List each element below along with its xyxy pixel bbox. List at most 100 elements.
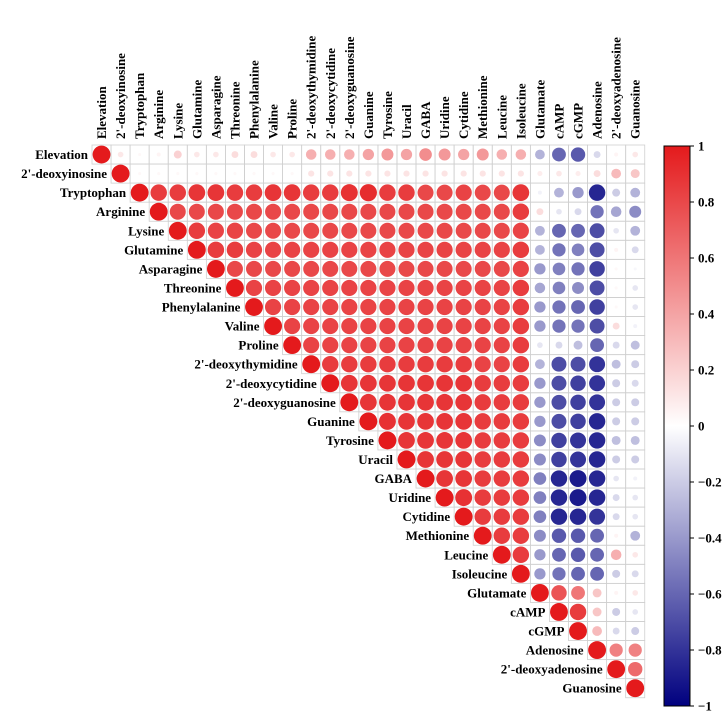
corr-circle-Arginine-GABA (417, 203, 434, 220)
corr-circle-Guanosine-Guanosine (626, 679, 645, 698)
row-label: cAMP (510, 604, 545, 619)
corr-circle-Lysine-Cytidine (455, 222, 472, 239)
corr-circle-Uridine-Isoleucine (512, 489, 530, 506)
corr-circle-Arginine-Adenosine (590, 205, 604, 219)
corr-circle-Glutamine-Threonine (226, 241, 244, 259)
corr-circle-Valine-Cytidine (455, 317, 472, 335)
corr-circle-Valine-GABA (417, 317, 434, 335)
corr-circle-2'-deoxycytidine-2'-deoxycytidine (321, 374, 340, 393)
corr-circle-Phenylalanine-cAMP (552, 300, 566, 314)
corr-circle-2'-deoxythymidine-Cytidine (455, 355, 472, 373)
row-label: 2'-deoxyinosine (21, 166, 107, 181)
corr-circle-Asparagine-Uracil (398, 260, 415, 277)
corr-circle-Uridine-Glutamate (533, 491, 547, 504)
corr-circle-Uridine-Cytidine (455, 489, 473, 507)
row-label: Threonine (164, 280, 222, 295)
corr-circle-Glutamine-Tyrosine (379, 241, 396, 258)
corr-circle-Arginine-2'-deoxycytidine (322, 203, 339, 220)
corr-circle-2'-deoxythymidine-Guanine (360, 355, 377, 373)
corr-circle-2'-deoxythymidine-Guanosine (631, 360, 640, 369)
corr-circle-Guanine-Guanosine (631, 417, 640, 426)
corr-circle-GABA-Isoleucine (512, 470, 530, 487)
corr-circle-2'-deoxycytidine-Isoleucine (512, 375, 530, 392)
corr-circle-Proline-Uridine (436, 337, 453, 354)
corr-circle-Tryptophan-Cytidine (455, 184, 472, 201)
colorbar-gradient (663, 145, 691, 707)
corr-circle-Elevation-Uridine (438, 148, 451, 161)
row-label: Uracil (358, 452, 393, 467)
corr-circle-Tyrosine-Methionine (474, 432, 491, 449)
corr-circle-Threonine-2'-deoxycytidine (322, 279, 339, 297)
corr-circle-Asparagine-Leucine (493, 260, 510, 277)
corr-circle-Tryptophan-Methionine (474, 184, 491, 201)
corr-circle-Arginine-cAMP (556, 208, 562, 215)
corr-circle-Uracil-GABA (417, 451, 434, 468)
corr-circle-Methionine-Methionine (473, 526, 492, 545)
corr-circle-Arginine-Leucine (493, 203, 510, 220)
corr-circle-Elevation-Glutamate (535, 149, 545, 160)
corr-circle-Uracil-Guanosine (631, 455, 640, 464)
corr-circle-2'-deoxythymidine-GABA (417, 355, 434, 373)
corr-circle-Elevation-Tryptophan (138, 152, 142, 157)
corr-circle-Arginine-Guanosine (629, 205, 642, 218)
corr-circle-Cytidine-Cytidine (454, 507, 473, 526)
corr-circle-2'-deoxycytidine-Methionine (474, 375, 491, 392)
corr-circle-Asparagine-2'-deoxythymidine (303, 260, 320, 277)
corr-circle-Guanine-2'-deoxyadenosine (612, 417, 621, 426)
corr-circle-2'-deoxyguanosine-Cytidine (455, 393, 473, 411)
corr-circle-Elevation-2'-deoxyadenosine (614, 152, 619, 157)
corr-circle-Guanine-Cytidine (455, 412, 473, 430)
corr-circle-Threonine-Guanosine (632, 285, 639, 291)
corr-circle-Elevation-Leucine (496, 149, 508, 160)
corr-circle-Uridine-Leucine (493, 489, 511, 506)
corr-circle-Arginine-2'-deoxyguanosine (341, 203, 358, 220)
row-label: Glutamine (124, 242, 183, 257)
corr-circle-Lysine-Leucine (493, 222, 510, 239)
corr-circle-Asparagine-GABA (417, 260, 434, 277)
corr-circle-Uridine-Uridine (435, 488, 454, 507)
corr-circle-Tryptophan-Tryptophan (130, 183, 149, 202)
row-label: 2'-deoxythymidine (194, 357, 298, 372)
corr-circle-Valine-Isoleucine (512, 317, 530, 335)
corr-circle-Uracil-Uracil (397, 450, 416, 469)
corr-circle-GABA-Leucine (493, 470, 511, 487)
corr-circle-Proline-cAMP (555, 341, 563, 349)
row-label: Isoleucine (452, 566, 508, 581)
row-label: Uridine (388, 490, 431, 505)
corr-circle-Cytidine-Glutamate (533, 510, 547, 523)
grid-cell (625, 678, 646, 699)
corr-circle-Tyrosine-2'-deoxyadenosine (611, 435, 621, 445)
corr-circle-Arginine-Uridine (436, 203, 453, 220)
corr-circle-Proline-Adenosine (590, 338, 605, 353)
corr-circle-Proline-Guanosine (630, 340, 640, 350)
corr-circle-Glutamine-cAMP (552, 243, 566, 257)
corr-circle-Valine-2'-deoxyadenosine (612, 322, 620, 330)
corr-circle-Glutamine-2'-deoxycytidine (322, 241, 339, 258)
corr-circle-Threonine-Valine (264, 279, 282, 297)
corr-circle-Leucine-Guanosine (632, 551, 639, 558)
corr-circle-2'-deoxythymidine-Uridine (436, 355, 453, 373)
column-label: 2'-deoxyguanosine (342, 36, 357, 139)
corr-circle-GABA-Uridine (436, 470, 453, 487)
corr-circle-Guanine-cAMP (551, 413, 567, 429)
corr-circle-Lysine-Asparagine (207, 222, 224, 239)
corr-circle-Glutamine-Uridine (436, 241, 453, 258)
corr-circle-Tryptophan-Uracil (398, 184, 415, 201)
corr-circle-Lysine-GABA (417, 222, 434, 239)
colorbar-tick-label: 0.2 (698, 363, 714, 378)
corr-circle-Leucine-cGMP (570, 547, 586, 562)
corr-circle-GABA-2'-deoxyadenosine (613, 475, 619, 482)
corr-circle-2'-deoxyinosine-Adenosine (593, 170, 601, 178)
corr-circle-Arginine-Asparagine (207, 203, 224, 220)
corr-circle-cGMP-cGMP (569, 622, 587, 640)
row-label: Guanine (307, 414, 355, 429)
corr-circle-2'-deoxycytidine-cAMP (551, 375, 567, 391)
row-label: Lysine (128, 223, 164, 238)
column-label: 2'-deoxyadenosine (609, 37, 624, 139)
corr-circle-Cytidine-2'-deoxyadenosine (612, 513, 620, 521)
corr-circle-Threonine-Methionine (474, 279, 491, 297)
colorbar-tick-label: −0.8 (698, 643, 722, 658)
corr-circle-2'-deoxyinosine-Asparagine (214, 172, 218, 176)
corr-circle-Cytidine-Adenosine (589, 508, 606, 525)
corr-circle-Asparagine-Valine (265, 260, 282, 277)
